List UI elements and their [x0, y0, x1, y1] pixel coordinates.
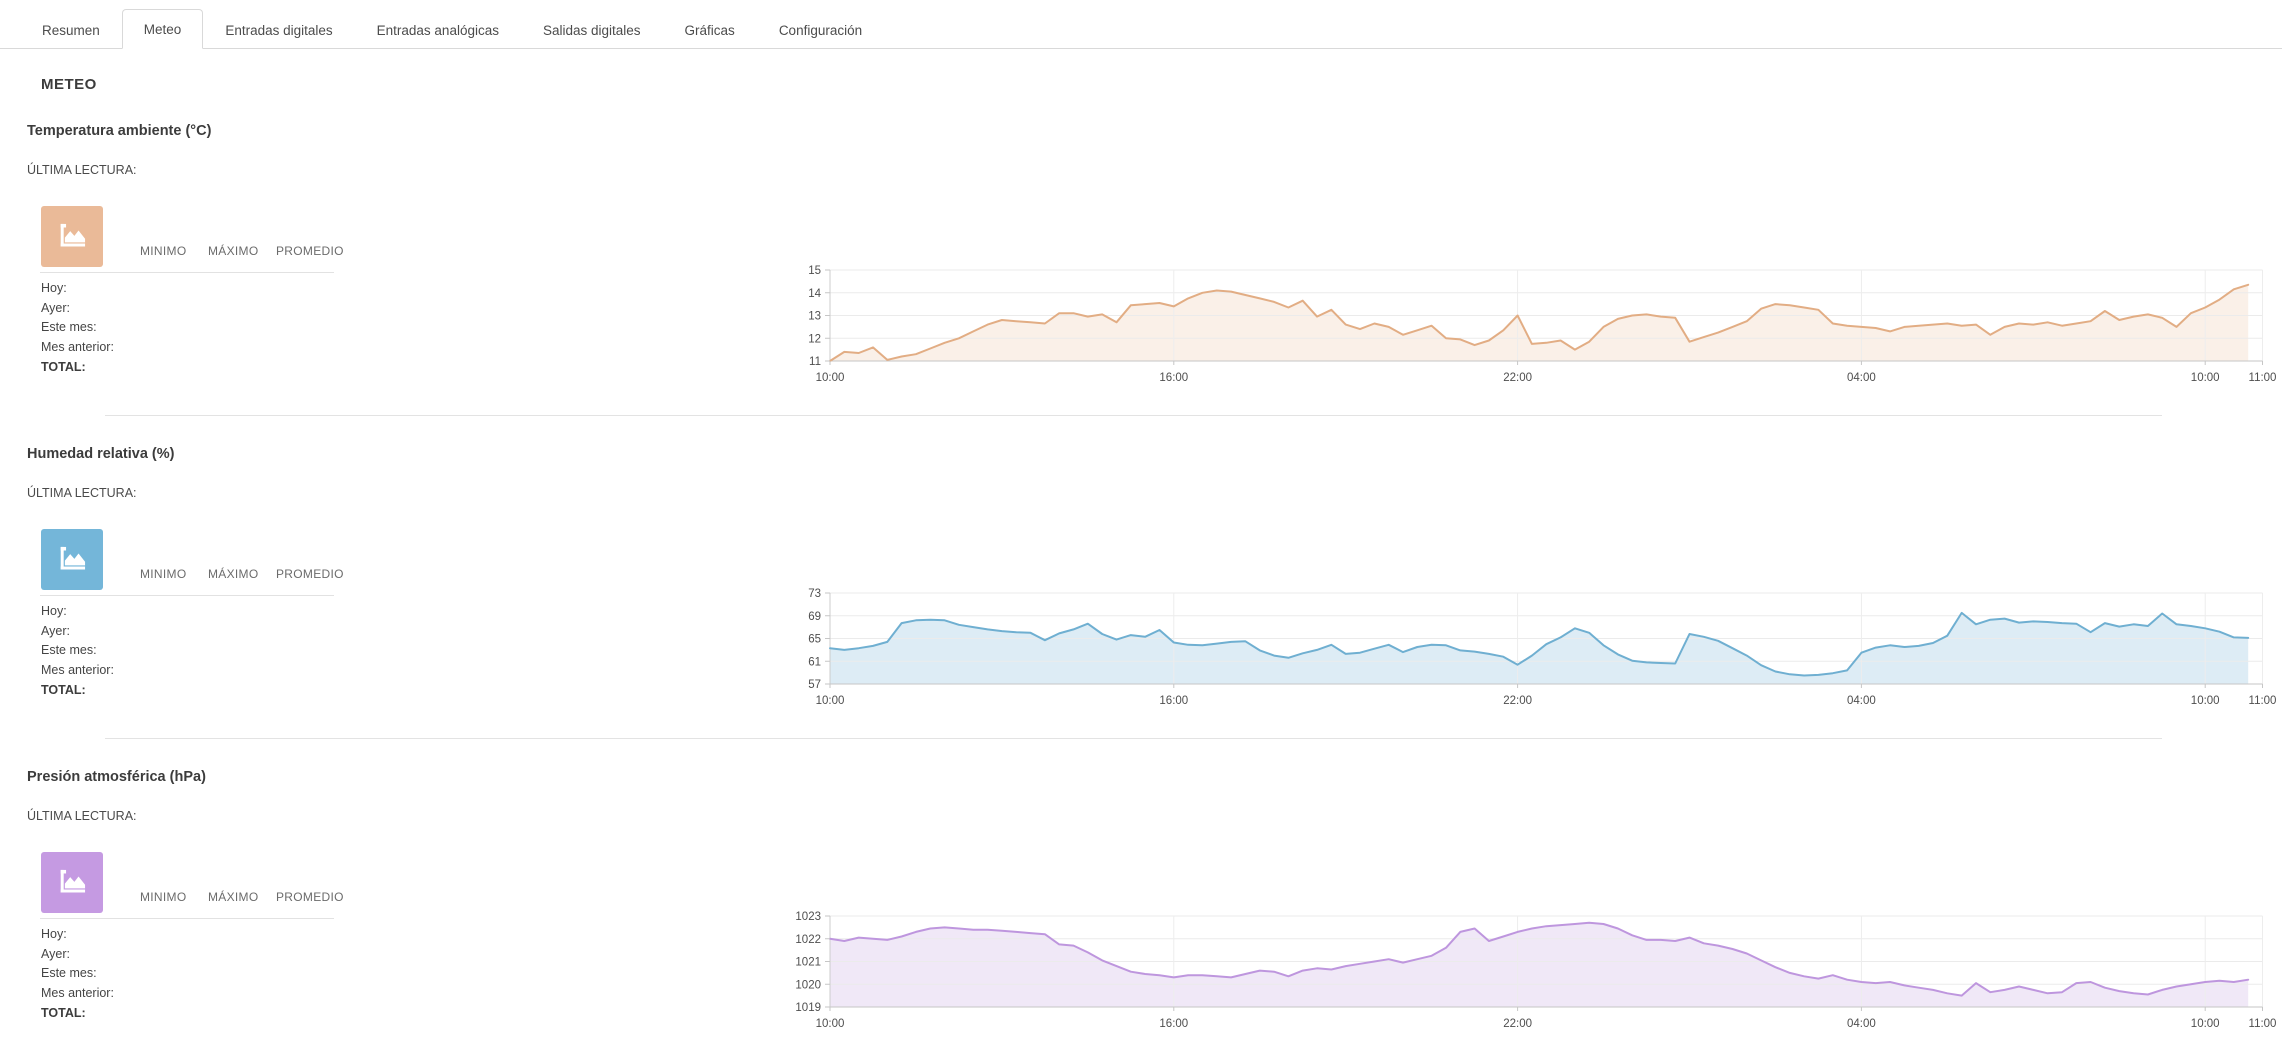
col-header-promedio: PROMEDIO	[276, 567, 344, 581]
temperature-chart[interactable]: 11 12 13 14 15 10:00 16:00 22:00 04:00 10:00 11:00	[760, 258, 2282, 395]
stat-row-total: TOTAL:	[41, 1005, 86, 1020]
stat-row-hoy: Hoy:	[41, 281, 67, 295]
svg-text:11: 11	[809, 356, 821, 368]
table-rule	[40, 272, 334, 273]
col-header-promedio: PROMEDIO	[276, 890, 344, 904]
page-title: METEO	[41, 76, 97, 93]
stat-row-este-mes: Este mes:	[41, 320, 97, 335]
tab-resumen[interactable]: Resumen	[42, 23, 100, 38]
section-title: Temperatura ambiente (°C)	[27, 123, 212, 139]
svg-text:11:00: 11:00	[2249, 695, 2277, 707]
section-divider	[105, 415, 2162, 416]
stat-row-hoy: Hoy:	[41, 604, 67, 618]
svg-text:13: 13	[808, 311, 821, 323]
stat-row-mes-anterior: Mes anterior:	[41, 986, 114, 1001]
tab-entradas-digitales[interactable]: Entradas digitales	[225, 23, 333, 38]
svg-text:73: 73	[808, 588, 821, 600]
svg-text:16:00: 16:00	[1159, 1018, 1188, 1030]
col-header-minimo: MINIMO	[140, 890, 187, 904]
stat-row-hoy: Hoy:	[41, 927, 67, 941]
col-header-maximo: MÁXIMO	[208, 890, 259, 904]
svg-text:16:00: 16:00	[1159, 695, 1188, 707]
pressure-chart[interactable]: 1019 1020 1021 1022 1023 10:00 16:00 22:00 04:00…	[760, 904, 2282, 1041]
svg-text:61: 61	[808, 656, 821, 668]
section-temperatura: Temperatura ambiente (°C) ÚLTIMA LECTURA…	[27, 123, 2282, 395]
stat-row-mes-anterior: Mes anterior:	[41, 340, 114, 355]
svg-text:12: 12	[808, 333, 821, 345]
table-rule	[40, 595, 334, 596]
svg-text:11:00: 11:00	[2249, 1018, 2277, 1030]
humidity-chart[interactable]: 57 61 65 69 73 10:00 16:00 22:00 04:00 10:00 11:00	[760, 581, 2282, 718]
svg-text:65: 65	[808, 634, 821, 646]
svg-text:10:00: 10:00	[2191, 695, 2220, 707]
svg-text:10:00: 10:00	[2191, 372, 2220, 384]
stat-row-este-mes: Este mes:	[41, 966, 97, 981]
svg-text:11:00: 11:00	[2249, 372, 2277, 384]
stat-row-ayer: Ayer:	[41, 300, 70, 315]
svg-text:04:00: 04:00	[1847, 372, 1876, 384]
col-header-promedio: PROMEDIO	[276, 244, 344, 258]
last-reading-label: ÚLTIMA LECTURA:	[27, 163, 137, 177]
area-chart-icon	[41, 529, 103, 590]
stat-row-total: TOTAL:	[41, 359, 86, 374]
svg-text:1020: 1020	[795, 979, 821, 991]
tab-bar: Resumen Meteo Entradas digitales Entrada…	[0, 0, 2282, 49]
tab-graficas[interactable]: Gráficas	[684, 23, 735, 38]
stat-row-ayer: Ayer:	[41, 946, 70, 961]
svg-text:14: 14	[808, 288, 821, 300]
stat-row-mes-anterior: Mes anterior:	[41, 663, 114, 678]
svg-text:16:00: 16:00	[1159, 372, 1188, 384]
svg-text:1023: 1023	[795, 911, 821, 923]
tab-meteo[interactable]: Meteo	[121, 9, 204, 49]
last-reading-label: ÚLTIMA LECTURA:	[27, 809, 137, 823]
section-presion: Presión atmosférica (hPa) ÚLTIMA LECTURA…	[27, 769, 2282, 1041]
stat-row-total: TOTAL:	[41, 682, 86, 697]
stat-row-este-mes: Este mes:	[41, 643, 97, 658]
section-humedad: Humedad relativa (%) ÚLTIMA LECTURA: MIN…	[27, 446, 2282, 718]
area-chart-icon	[41, 852, 103, 913]
col-header-maximo: MÁXIMO	[208, 244, 259, 258]
tab-salidas-digitales[interactable]: Salidas digitales	[542, 23, 641, 38]
svg-text:1022: 1022	[795, 934, 821, 946]
section-title: Humedad relativa (%)	[27, 446, 175, 462]
svg-text:22:00: 22:00	[1503, 1018, 1532, 1030]
svg-text:10:00: 10:00	[2191, 1018, 2220, 1030]
svg-text:04:00: 04:00	[1847, 695, 1876, 707]
svg-text:69: 69	[808, 611, 821, 623]
svg-text:22:00: 22:00	[1503, 695, 1532, 707]
section-divider	[105, 738, 2162, 739]
last-reading-label: ÚLTIMA LECTURA:	[27, 486, 137, 500]
svg-text:1019: 1019	[795, 1002, 821, 1014]
svg-text:1021: 1021	[795, 957, 821, 969]
col-header-maximo: MÁXIMO	[208, 567, 259, 581]
svg-text:04:00: 04:00	[1847, 1018, 1876, 1030]
svg-text:57: 57	[808, 679, 821, 691]
stat-row-ayer: Ayer:	[41, 623, 70, 638]
main-content: METEO Temperatura ambiente (°C) ÚLTIMA L…	[0, 76, 2282, 1041]
svg-text:10:00: 10:00	[816, 1018, 845, 1030]
stats-panel: MINIMO MÁXIMO PROMEDIO Hoy: Ayer: Este m…	[27, 529, 760, 701]
svg-text:10:00: 10:00	[816, 695, 845, 707]
svg-text:10:00: 10:00	[816, 372, 845, 384]
stats-panel: MINIMO MÁXIMO PROMEDIO Hoy: Ayer: Este m…	[27, 852, 760, 1024]
area-chart-icon	[41, 206, 103, 267]
svg-text:22:00: 22:00	[1503, 372, 1532, 384]
col-header-minimo: MINIMO	[140, 244, 187, 258]
tab-configuracion[interactable]: Configuración	[778, 23, 863, 38]
section-title: Presión atmosférica (hPa)	[27, 769, 206, 785]
stats-panel: MINIMO MÁXIMO PROMEDIO Hoy: Ayer: Este m…	[27, 206, 760, 378]
col-header-minimo: MINIMO	[140, 567, 187, 581]
tab-entradas-analogicas[interactable]: Entradas analógicas	[376, 23, 499, 38]
table-rule	[40, 918, 334, 919]
svg-text:15: 15	[808, 265, 821, 277]
